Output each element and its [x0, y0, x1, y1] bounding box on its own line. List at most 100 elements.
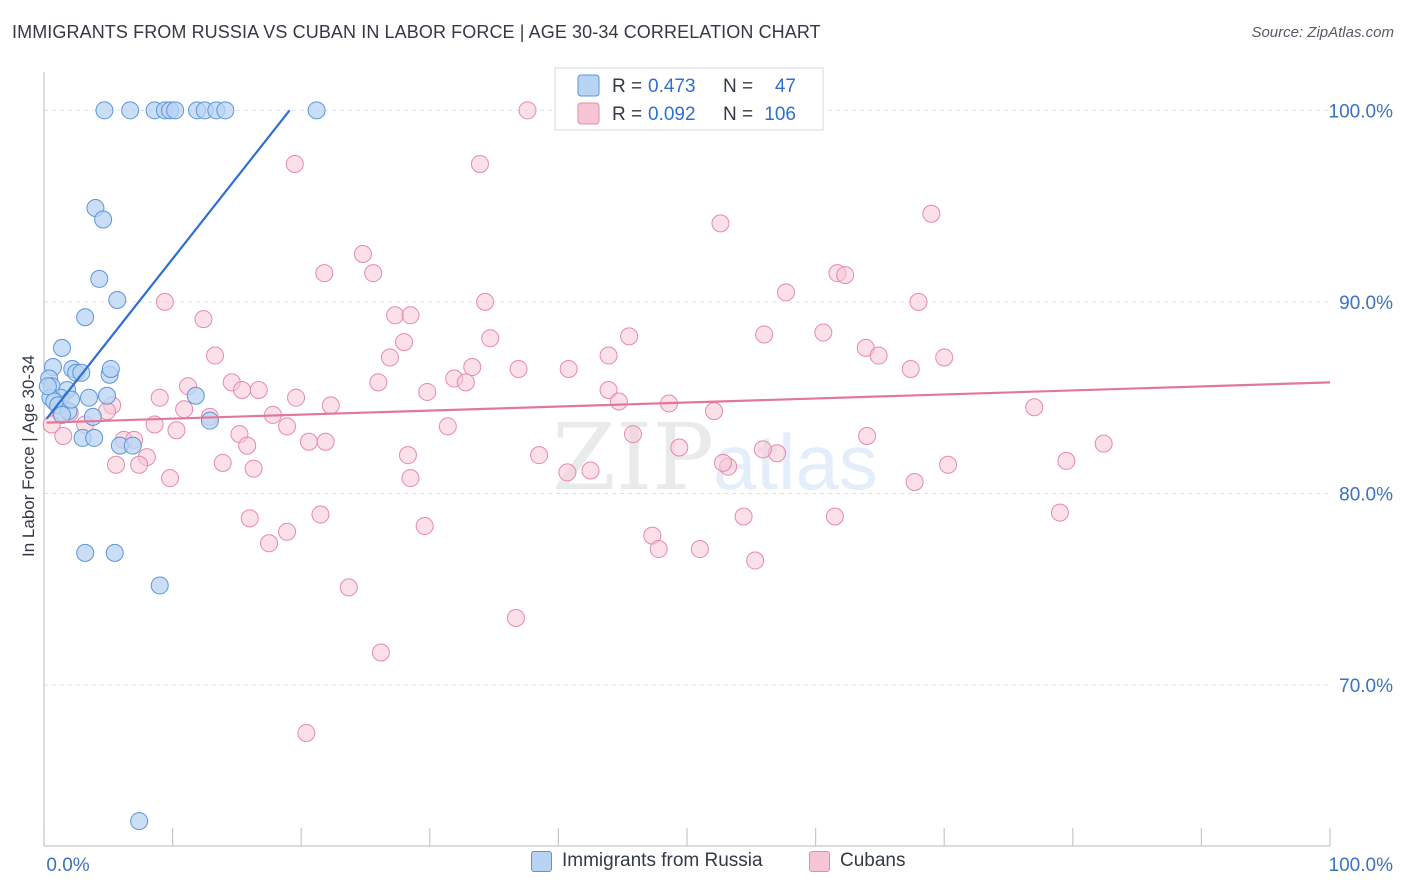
y-tick-label: 70.0% [1339, 676, 1393, 697]
cuban-n-value: 106 [764, 104, 796, 125]
legend-item-cubans[interactable]: Cubans [809, 850, 906, 872]
cuban-point [155, 292, 174, 311]
x-tick-label: 0.0% [46, 855, 89, 876]
cuban-point [130, 455, 149, 474]
cuban-point [395, 333, 414, 352]
russia-point [108, 290, 127, 309]
cuban-point [530, 446, 549, 465]
russia-point [83, 407, 102, 426]
cuban-point [814, 323, 833, 342]
legend-item-russia[interactable]: Immigrants from Russia [531, 850, 763, 872]
axes [43, 72, 1331, 847]
cuban-point [260, 534, 279, 553]
russia-point [121, 101, 140, 120]
cuban-point [353, 245, 372, 264]
cuban-point [581, 461, 600, 480]
cuban-point [518, 101, 537, 120]
cuban-point [746, 551, 765, 570]
cuban-point [369, 373, 388, 392]
watermark: ZIP atlas [552, 404, 878, 511]
cuban-point [297, 723, 316, 742]
russia-point [130, 812, 149, 831]
cuban-point [599, 346, 618, 365]
cuban-point [161, 469, 180, 488]
russia-point [166, 101, 185, 120]
cuban-point [418, 382, 437, 401]
cuban-point [935, 348, 954, 367]
cuban-point [380, 348, 399, 367]
cuban-point [371, 643, 390, 662]
cuban-point [714, 453, 733, 472]
cuban-n-label: N = [723, 104, 753, 125]
cuban-point [206, 346, 225, 365]
cuban-point [470, 154, 489, 173]
cuban-point [415, 517, 434, 536]
russia-legend-key [531, 850, 552, 872]
y-tick-label: 80.0% [1339, 484, 1393, 505]
russia-point [98, 386, 117, 405]
cuban-point [690, 540, 709, 559]
cuban-point [315, 264, 334, 283]
gridlines [44, 109, 1330, 686]
russia-point [150, 576, 169, 595]
russia-point [38, 377, 57, 396]
cuban-point [939, 455, 958, 474]
russia-point [53, 405, 72, 424]
russia-point [85, 428, 104, 447]
cuban-point [107, 455, 126, 474]
y-tick-label: 100.0% [1329, 101, 1394, 122]
russia-r-label: R = [612, 76, 642, 97]
cuban-point [238, 436, 257, 455]
cuban-point [777, 283, 796, 302]
cuban-point [249, 381, 268, 400]
cuban-point [244, 459, 263, 478]
russia-point [186, 386, 205, 405]
source-attribution: Source: ZipAtlas.com [1251, 24, 1394, 41]
cuban-point [175, 400, 194, 419]
russia-point [53, 338, 72, 357]
stats-legend-box [554, 67, 824, 131]
russia-r-value: 0.473 [648, 76, 696, 97]
cuban-point [321, 396, 340, 415]
cuban-point [558, 463, 577, 482]
cuban-point [240, 509, 259, 528]
cuban-point [150, 388, 169, 407]
cuban-point [909, 292, 928, 311]
cuban-point [711, 214, 730, 233]
cuban-point [1050, 503, 1069, 522]
russia-trend-line [45, 109, 291, 420]
cuban-point [401, 469, 420, 488]
cuban-point [509, 359, 528, 378]
cuban-point [705, 402, 724, 421]
y-tick-labels: 70.0% 80.0% 90.0% 100.0% [1329, 101, 1394, 697]
cuban-point [755, 325, 774, 344]
cuban-point [287, 388, 306, 407]
russia-point [80, 388, 99, 407]
cuban-point [438, 417, 457, 436]
cuban-r-value: 0.092 [648, 104, 696, 125]
russia-point [101, 359, 120, 378]
cuban-point [623, 425, 642, 444]
y-axis-label: In Labor Force | Age 30-34 [19, 355, 38, 557]
cuban-point [836, 266, 855, 285]
russia-point [94, 210, 113, 229]
cuban-point [905, 472, 924, 491]
cuban-point [213, 453, 232, 472]
russia-legend-label: Immigrants from Russia [562, 850, 763, 871]
cuban-point [285, 154, 304, 173]
cuban-point [278, 522, 297, 541]
russia-n-value: 47 [775, 76, 796, 97]
cuban-point [599, 381, 618, 400]
russia-point [307, 101, 326, 120]
cuban-point [299, 432, 318, 451]
cuban-point [506, 609, 525, 628]
cuban-point [456, 373, 475, 392]
cuban-point [54, 427, 73, 446]
russia-legend-swatch [577, 74, 600, 97]
y-tick-label: 90.0% [1339, 293, 1393, 314]
russia-point [105, 543, 124, 562]
series-legend: Immigrants from Russia Cubans [0, 850, 1406, 880]
russia-n-label: N = [723, 76, 753, 97]
cuban-point [476, 292, 495, 311]
russia-point [200, 411, 219, 430]
